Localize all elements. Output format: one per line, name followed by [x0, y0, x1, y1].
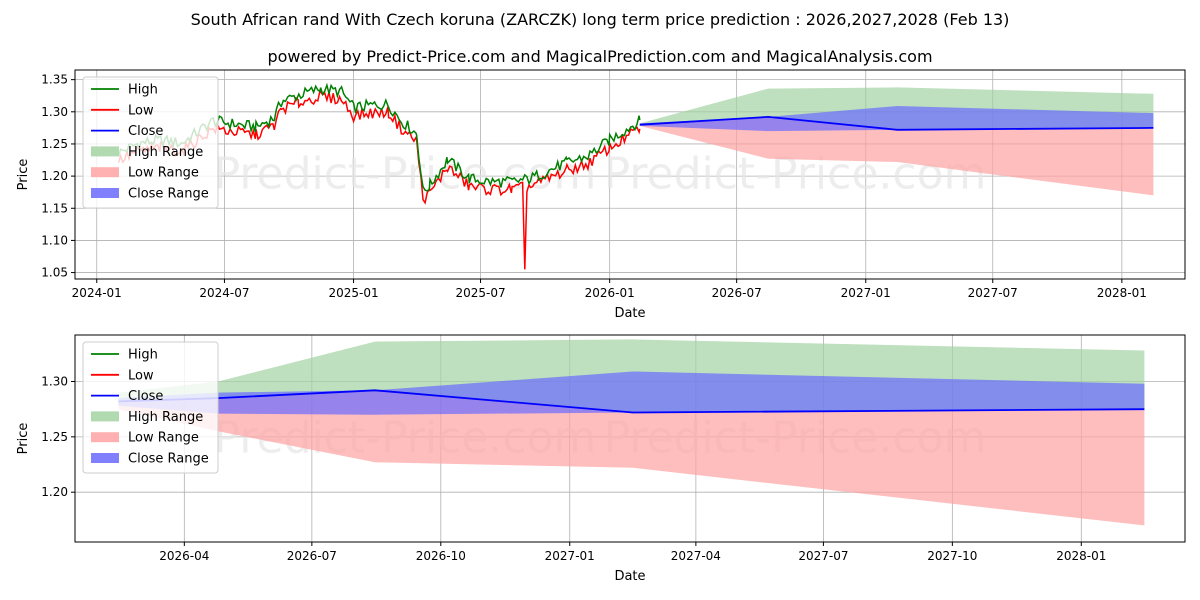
legend-label: High Range [128, 410, 203, 425]
legend-label: Close Range [128, 187, 209, 202]
close-range-area [639, 106, 1154, 132]
x-tick-label: 2026-07 [287, 549, 337, 563]
plot-area [118, 339, 1145, 526]
x-tick-label: 2024-07 [199, 286, 249, 300]
y-tick-label: 1.30 [41, 374, 68, 388]
x-tick-label: 2028-01 [1097, 286, 1147, 300]
low-range-area [639, 116, 1154, 196]
chart-subtitle: powered by Predict-Price.com and Magical… [267, 47, 932, 66]
x-tick-label: 2026-04 [159, 549, 209, 563]
x-tick-label: 2027-01 [545, 549, 595, 563]
x-tick-label: 2026-07 [712, 286, 762, 300]
y-tick-label: 1.25 [41, 430, 68, 444]
legend-swatch [91, 432, 119, 443]
y-tick-label: 1.30 [41, 105, 68, 119]
legend-label: Low [128, 368, 154, 383]
legend-label: Low [128, 103, 154, 118]
y-tick-label: 1.15 [41, 201, 68, 215]
x-tick-label: 2026-01 [585, 286, 635, 300]
x-tick-label: 2028-01 [1056, 549, 1106, 563]
x-tick-label: 2024-01 [72, 286, 122, 300]
y-axis-label: Price [16, 423, 31, 455]
legend-label: High [128, 83, 158, 98]
legend-label: Close Range [128, 452, 209, 467]
x-tick-label: 2025-01 [328, 286, 378, 300]
low-range-area [118, 390, 1145, 526]
y-tick-label: 1.20 [41, 485, 68, 499]
x-tick-label: 2025-07 [455, 286, 505, 300]
y-tick-label: 1.25 [41, 137, 68, 151]
x-axis-label: Date [614, 306, 645, 321]
watermark: Predict-Price.com [214, 149, 597, 200]
legend-label: Close [128, 124, 163, 139]
legend-label: High Range [128, 145, 203, 160]
close-forecast-line [639, 115, 1154, 131]
x-tick-label: 2027-01 [841, 286, 891, 300]
y-axis-label: Price [16, 159, 31, 191]
y-tick-label: 1.05 [41, 266, 68, 280]
x-tick-label: 2027-07 [798, 549, 848, 563]
x-tick-label: 2026-10 [416, 549, 466, 563]
plot-frame [74, 334, 1186, 543]
x-tick-label: 2027-10 [927, 549, 977, 563]
y-tick-label: 1.20 [41, 169, 68, 183]
legend-swatch [91, 411, 119, 422]
chart-title: South African rand With Czech koruna (ZA… [191, 10, 1010, 29]
legend-label: Low Range [128, 431, 199, 446]
close-range-area [118, 371, 1145, 415]
legend-swatch [91, 167, 119, 178]
legend-swatch [91, 146, 119, 157]
legend-swatch [91, 188, 119, 198]
plot-area [117, 82, 1154, 270]
x-axis-label: Date [614, 569, 645, 584]
plot-frame [74, 69, 1186, 280]
legend-label: High [128, 348, 158, 363]
y-tick-label: 1.35 [41, 73, 68, 87]
x-tick-label: 2027-07 [968, 286, 1018, 300]
y-tick-label: 1.10 [41, 233, 68, 247]
legend-label: Low Range [128, 166, 199, 181]
x-tick-label: 2027-04 [671, 549, 721, 563]
legend-label: Close [128, 389, 163, 404]
legend-swatch [91, 453, 119, 463]
